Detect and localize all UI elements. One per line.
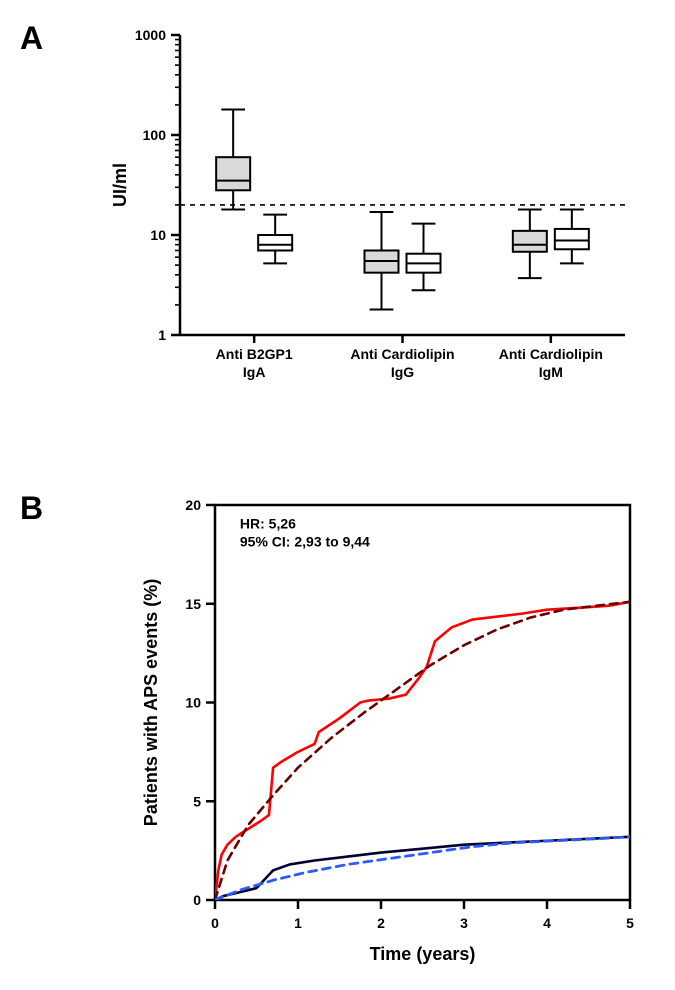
panel-b: 0 5 10 15 20 0 1 2 3 4 5 Time (years) Patients with … bbox=[135, 490, 655, 970]
svg-text:95% CI: 2,93 to 9,44: 95% CI: 2,93 to 9,44 bbox=[240, 534, 370, 550]
svg-text:IgM: IgM bbox=[539, 364, 563, 380]
svg-text:3: 3 bbox=[460, 915, 468, 931]
svg-text:0: 0 bbox=[211, 915, 219, 931]
svg-text:IgA: IgA bbox=[243, 364, 266, 380]
svg-text:4: 4 bbox=[543, 915, 551, 931]
svg-text:20: 20 bbox=[185, 497, 201, 513]
svg-text:Anti B2GP1: Anti B2GP1 bbox=[216, 346, 293, 362]
panel-a: 1 10 100 1000 UI/ml Anti B2GP1 IgA Anti Cardiol… bbox=[110, 20, 655, 410]
svg-text:10: 10 bbox=[150, 227, 166, 243]
panel-a-label: A bbox=[20, 20, 43, 57]
svg-text:0: 0 bbox=[193, 892, 201, 908]
svg-text:HR: 5,26: HR: 5,26 bbox=[240, 516, 296, 532]
svg-text:Time (years): Time (years) bbox=[370, 944, 476, 964]
svg-text:1: 1 bbox=[158, 327, 166, 343]
svg-text:UI/ml: UI/ml bbox=[110, 163, 130, 207]
boxplot-svg: 1 10 100 1000 UI/ml Anti B2GP1 IgA Anti Cardiol… bbox=[110, 20, 655, 410]
svg-text:Anti Cardiolipin: Anti Cardiolipin bbox=[499, 346, 603, 362]
svg-text:100: 100 bbox=[143, 127, 167, 143]
svg-text:5: 5 bbox=[193, 793, 201, 809]
svg-text:IgG: IgG bbox=[391, 364, 414, 380]
svg-text:2: 2 bbox=[377, 915, 385, 931]
figure: A 1101001000UI/mlAnti B2GP1IgAAnti Cardi… bbox=[20, 20, 655, 970]
svg-text:5: 5 bbox=[626, 915, 634, 931]
svg-text:1: 1 bbox=[294, 915, 302, 931]
svg-text:15: 15 bbox=[185, 596, 201, 612]
svg-text:1000: 1000 bbox=[135, 27, 166, 43]
svg-text:Patients with APS events (%): Patients with APS events (%) bbox=[141, 579, 161, 826]
svg-text:10: 10 bbox=[185, 695, 201, 711]
svg-text:Anti Cardiolipin: Anti Cardiolipin bbox=[350, 346, 454, 362]
panel-b-label: B bbox=[20, 490, 43, 527]
lineplot-svg: 0 5 10 15 20 0 1 2 3 4 5 Time (years) Patients with … bbox=[135, 490, 655, 970]
